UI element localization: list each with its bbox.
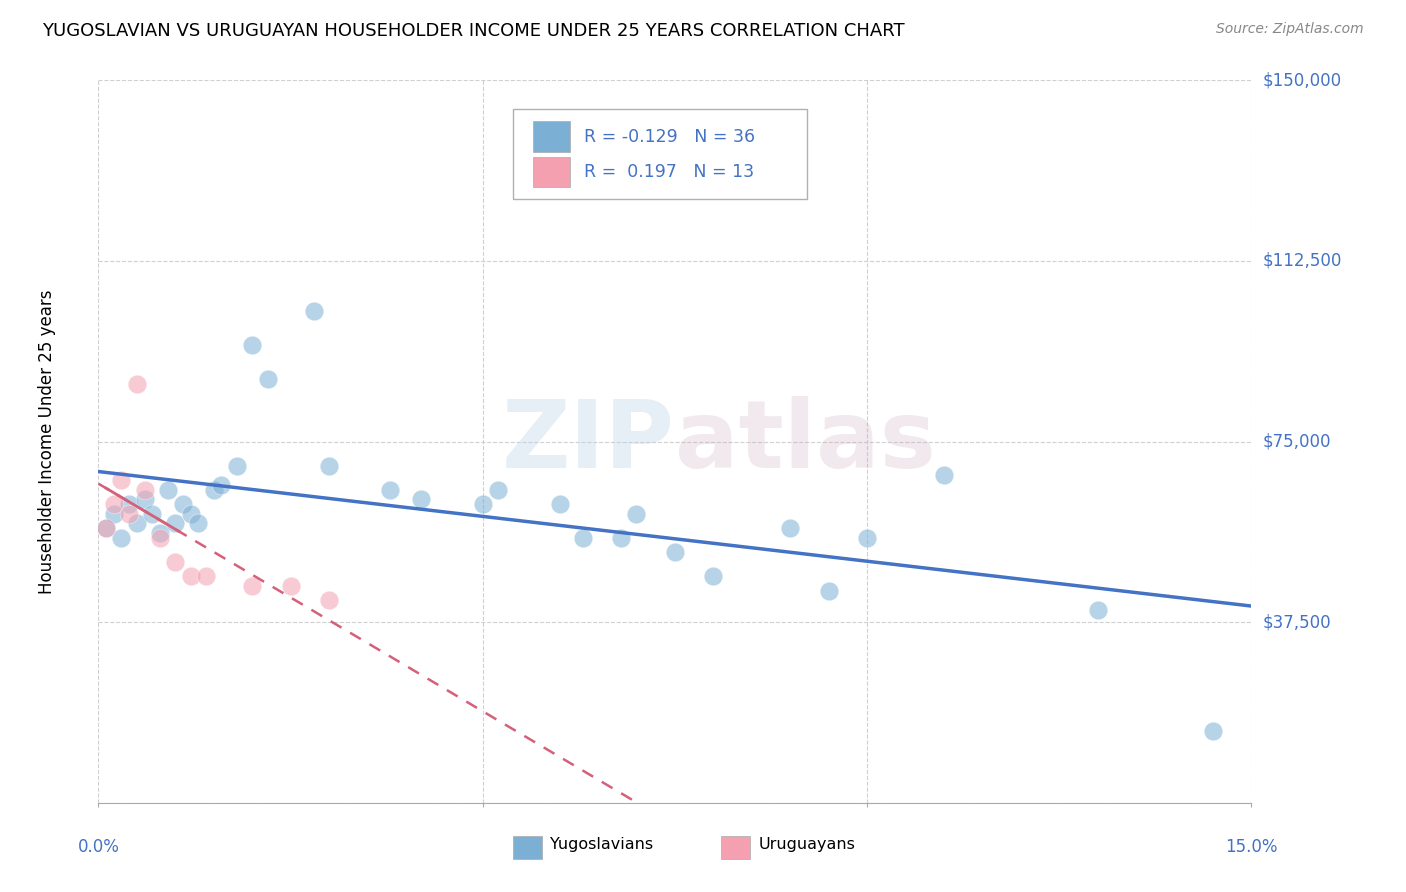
FancyBboxPatch shape: [513, 109, 807, 200]
Text: Uruguayans: Uruguayans: [759, 838, 856, 852]
Text: YUGOSLAVIAN VS URUGUAYAN HOUSEHOLDER INCOME UNDER 25 YEARS CORRELATION CHART: YUGOSLAVIAN VS URUGUAYAN HOUSEHOLDER INC…: [42, 22, 905, 40]
Point: [180, 569, 202, 583]
Bar: [533, 157, 569, 187]
Point: [486, 483, 509, 497]
Point: [302, 304, 325, 318]
Point: [256, 372, 278, 386]
Point: [932, 468, 955, 483]
Point: [610, 531, 633, 545]
Point: [225, 458, 247, 473]
Point: [318, 593, 340, 607]
Point: [94, 521, 117, 535]
Point: [1087, 603, 1109, 617]
Point: [94, 521, 117, 535]
Text: Source: ZipAtlas.com: Source: ZipAtlas.com: [1216, 22, 1364, 37]
Point: [664, 545, 686, 559]
Text: ZIP: ZIP: [502, 395, 675, 488]
Point: [118, 507, 141, 521]
Text: 0.0%: 0.0%: [77, 838, 120, 855]
Point: [209, 478, 232, 492]
Text: $37,500: $37,500: [1263, 613, 1331, 632]
Point: [149, 526, 172, 541]
Point: [134, 492, 156, 507]
Point: [165, 555, 187, 569]
Point: [380, 483, 402, 497]
Point: [817, 583, 839, 598]
Point: [626, 507, 648, 521]
Point: [240, 338, 263, 352]
Point: [856, 531, 879, 545]
Point: [103, 507, 125, 521]
Point: [125, 376, 148, 391]
Point: [125, 516, 148, 531]
Bar: [721, 836, 749, 859]
Text: R = -0.129   N = 36: R = -0.129 N = 36: [583, 128, 755, 145]
Text: R =  0.197   N = 13: R = 0.197 N = 13: [583, 163, 754, 181]
Bar: [533, 121, 569, 152]
Point: [110, 531, 132, 545]
Point: [1202, 723, 1225, 738]
Point: [165, 516, 187, 531]
Point: [548, 497, 571, 511]
Text: atlas: atlas: [675, 395, 936, 488]
Text: 15.0%: 15.0%: [1225, 838, 1278, 855]
Point: [172, 497, 194, 511]
Point: [195, 569, 218, 583]
Text: $150,000: $150,000: [1263, 71, 1341, 89]
Point: [702, 569, 724, 583]
Text: $75,000: $75,000: [1263, 433, 1331, 450]
Bar: [513, 836, 543, 859]
Point: [134, 483, 156, 497]
Point: [471, 497, 494, 511]
Point: [187, 516, 209, 531]
Text: Yugoslavians: Yugoslavians: [550, 838, 654, 852]
Point: [103, 497, 125, 511]
Point: [318, 458, 340, 473]
Point: [118, 497, 141, 511]
Point: [779, 521, 801, 535]
Point: [180, 507, 202, 521]
Point: [411, 492, 433, 507]
Point: [571, 531, 593, 545]
Text: $112,500: $112,500: [1263, 252, 1341, 270]
Point: [110, 473, 132, 487]
Text: Householder Income Under 25 years: Householder Income Under 25 years: [38, 289, 56, 594]
Point: [156, 483, 179, 497]
Point: [280, 579, 302, 593]
Point: [240, 579, 263, 593]
Point: [149, 531, 172, 545]
Point: [141, 507, 163, 521]
Point: [202, 483, 225, 497]
